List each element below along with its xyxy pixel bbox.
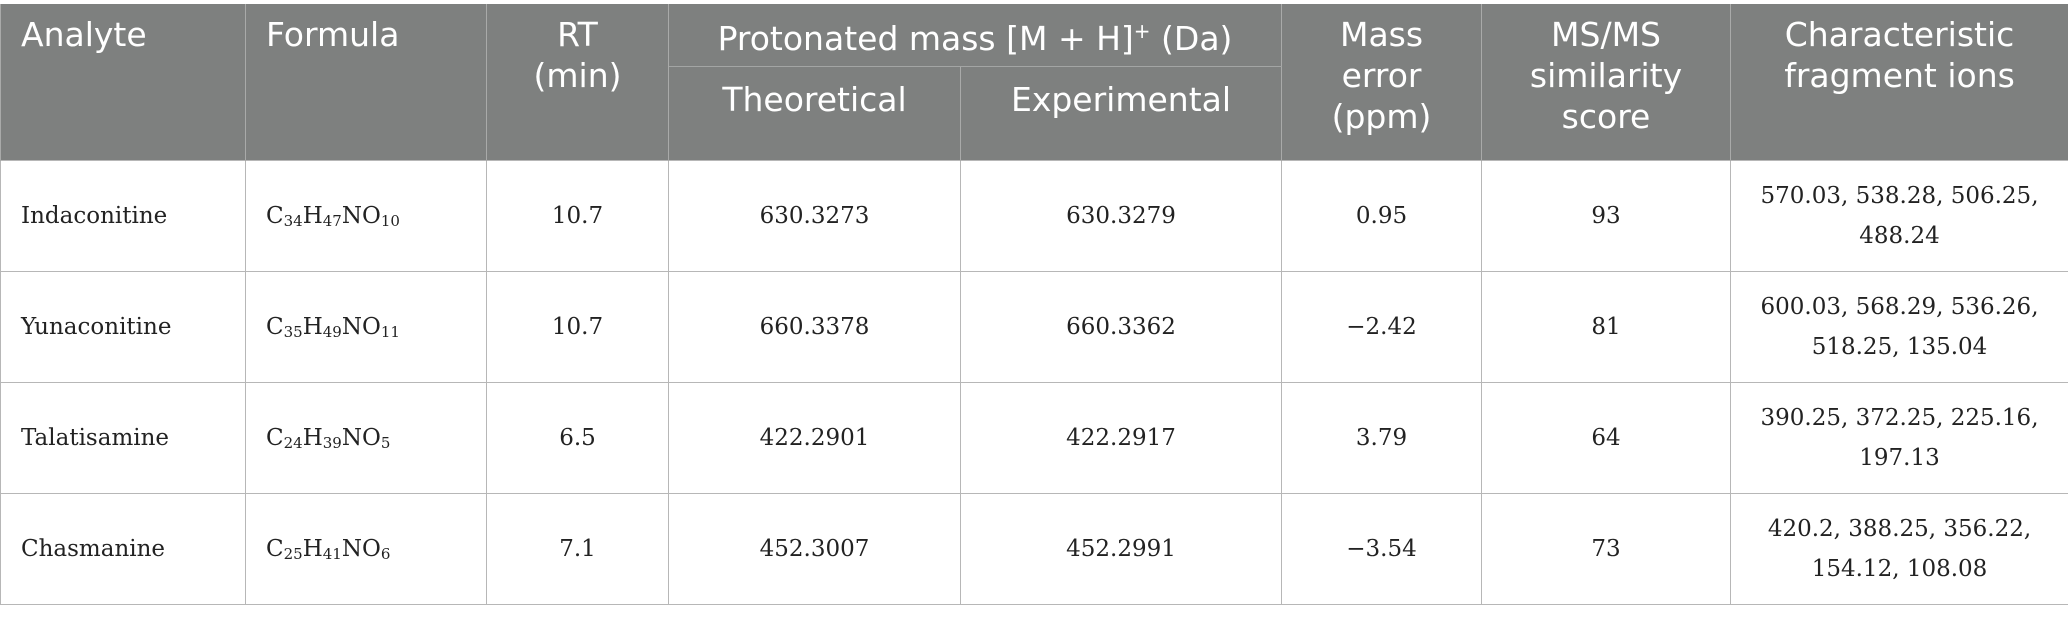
cell-formula: C24H39NO5 [245,382,487,494]
cell-experimental: 630.3279 [959,160,1283,272]
header-msms-score: MS/MS similarity score [1481,4,1732,161]
cell-analyte: Talatisamine [0,382,246,494]
cell-theoretical: 660.3378 [668,271,961,383]
cell-rt: 10.7 [486,160,669,272]
cell-formula: C34H47NO10 [245,160,487,272]
cell-fragment-ions: 390.25, 372.25, 225.16, 197.13 [1730,382,2068,494]
cell-experimental: 660.3362 [959,271,1283,383]
header-row-1: Analyte Formula RT (min) Protonated mass… [0,4,2068,161]
cell-msms-score: 81 [1481,271,1732,383]
cell-msms-score: 64 [1481,382,1732,494]
cell-rt: 6.5 [486,382,669,494]
cell-fragment-ions: 600.03, 568.29, 536.26, 518.25, 135.04 [1730,271,2068,383]
header-protonated-mass: Protonated mass [M + H]+ (Da) [667,4,1283,67]
table-row: Indaconitine C34H47NO10 10.7 630.3273 63… [0,160,2068,272]
cell-mass-error: 3.79 [1281,382,1483,494]
cell-theoretical: 630.3273 [668,160,961,272]
header-fragment-ions: Characteristic fragment ions [1730,4,2068,161]
cell-formula: C25H41NO6 [245,493,487,605]
cell-analyte: Chasmanine [0,493,246,605]
cell-analyte: Indaconitine [0,160,246,272]
cell-mass-error: −2.42 [1281,271,1483,383]
cell-theoretical: 452.3007 [668,493,961,605]
cell-rt: 10.7 [486,271,669,383]
cell-experimental: 452.2991 [959,493,1283,605]
cell-formula: C35H49NO11 [245,271,487,383]
header-rt: RT (min) [486,4,669,161]
header-theoretical: Theoretical [668,66,961,161]
table-row: Talatisamine C24H39NO5 6.5 422.2901 422.… [0,382,2068,494]
cell-msms-score: 93 [1481,160,1732,272]
table-row: Yunaconitine C35H49NO11 10.7 660.3378 66… [0,271,2068,383]
cell-experimental: 422.2917 [959,382,1283,494]
cell-theoretical: 422.2901 [668,382,961,494]
table-body: Indaconitine C34H47NO10 10.7 630.3273 63… [0,160,2068,605]
table-row: Chasmanine C25H41NO6 7.1 452.3007 452.29… [0,493,2068,605]
table-header: Analyte Formula RT (min) Protonated mass… [0,4,2068,161]
header-formula: Formula [245,4,487,161]
cell-mass-error: 0.95 [1281,160,1483,272]
cell-fragment-ions: 420.2, 388.25, 356.22, 154.12, 108.08 [1730,493,2068,605]
data-table: Analyte Formula RT (min) Protonated mass… [0,4,2068,605]
cell-mass-error: −3.54 [1281,493,1483,605]
header-row-2: Theoretical Experimental [1,66,2068,161]
cell-msms-score: 73 [1481,493,1732,605]
header-mass-error: Mass error (ppm) [1281,4,1483,161]
header-analyte: Analyte [0,4,246,161]
cell-analyte: Yunaconitine [0,271,246,383]
cell-fragment-ions: 570.03, 538.28, 506.25, 488.24 [1730,160,2068,272]
header-experimental: Experimental [959,66,1283,161]
cell-rt: 7.1 [486,493,669,605]
